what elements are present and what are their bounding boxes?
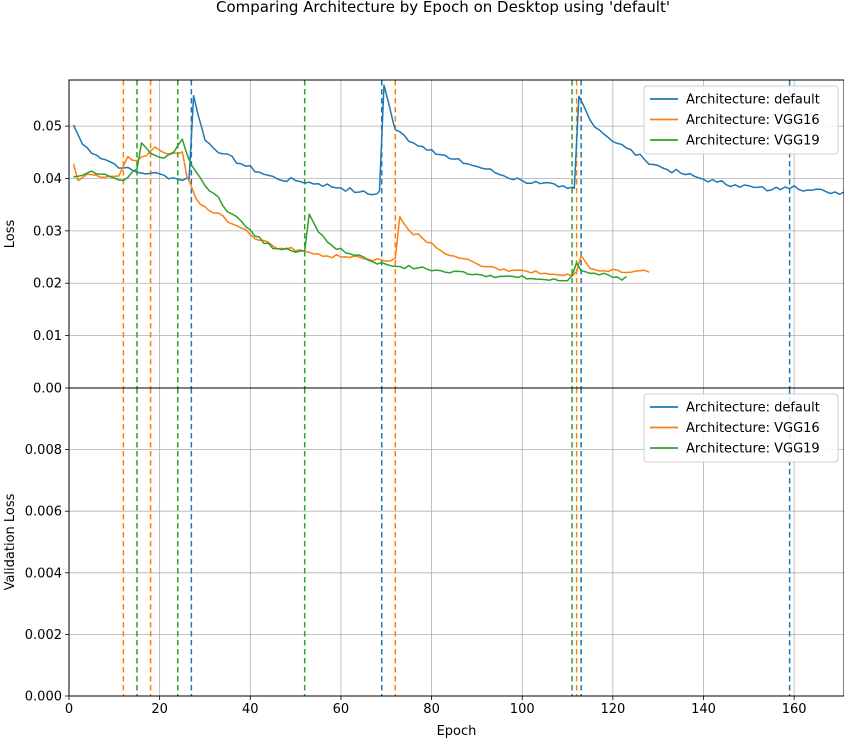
x-tick-label: 160: [782, 702, 807, 717]
x-tick-label: 80: [423, 702, 440, 717]
y-tick-label: 0.05: [33, 120, 62, 135]
validation-epoch-markers: [122, 388, 791, 696]
legend-label: Architecture: VGG16: [686, 421, 820, 436]
x-tick-label: 0: [65, 702, 73, 717]
legend-label: Architecture: default: [686, 93, 820, 108]
x-tick-label: 40: [242, 702, 259, 717]
y-tick-label: 0.004: [25, 566, 62, 581]
loss-legend: Architecture: default Architecture: VGG16…: [643, 85, 839, 155]
loss-series-lines: [72, 84, 844, 282]
validation-y-ticks: 0.000 0.002 0.004 0.006 0.008: [25, 443, 69, 705]
x-tick-label: 120: [600, 702, 625, 717]
legend-label: Architecture: default: [686, 401, 820, 416]
validation-y-axis-label: Validation Loss: [3, 493, 18, 590]
y-tick-label: 0.02: [33, 277, 62, 292]
x-axis-label: Epoch: [437, 724, 477, 739]
legend-box: [643, 85, 839, 155]
loss-y-axis-label: Loss: [3, 220, 18, 249]
x-axis-ticks: 0 20 40 60 80 100 120 140 160: [65, 696, 807, 717]
y-tick-label: 0.03: [33, 224, 62, 239]
series-line: [73, 138, 627, 282]
y-tick-label: 0.01: [33, 329, 62, 344]
legend-label: Architecture: VGG16: [686, 113, 820, 128]
validation-legend: Architecture: default Architecture: VGG16…: [643, 393, 839, 463]
x-tick-label: 20: [151, 702, 168, 717]
loss-epoch-markers: [122, 80, 791, 388]
y-tick-label: 0.04: [33, 172, 62, 187]
legend-label: Architecture: VGG19: [686, 442, 820, 457]
validation-plot-frame: [68, 387, 844, 697]
x-tick-label: 100: [510, 702, 535, 717]
x-tick-label: 140: [691, 702, 716, 717]
y-tick-label: 0.00: [33, 382, 62, 397]
chart-title: Comparing Architecture by Epoch on Deskt…: [216, 0, 670, 16]
y-tick-label: 0.008: [25, 443, 62, 458]
y-tick-label: 0.006: [25, 505, 62, 520]
loss-y-ticks: 0.00 0.01 0.02 0.03 0.04 0.05: [33, 120, 69, 397]
legend-box: [643, 393, 839, 463]
x-tick-label: 60: [333, 702, 350, 717]
validation-loss-panel: 0.000 0.002 0.004 0.006 0.008 0 20 40 60 80 100 12…: [3, 387, 844, 739]
legend-label: Architecture: VGG19: [686, 134, 820, 149]
y-tick-label: 0.002: [25, 628, 62, 643]
series-line: [72, 84, 844, 196]
y-tick-label: 0.000: [25, 690, 62, 705]
